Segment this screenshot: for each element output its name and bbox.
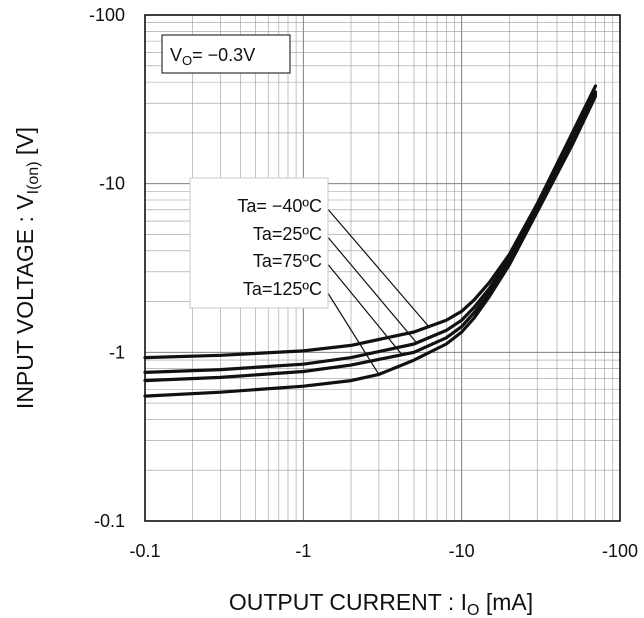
x-tick-labels: -0.1 -1 -10 -100 <box>129 541 638 561</box>
series-lines <box>143 84 598 398</box>
leader-line-3 <box>325 261 403 356</box>
legend-background <box>189 177 329 309</box>
legend-entry-2: Ta=25ºC <box>253 224 322 244</box>
x-tick-label: -10 <box>449 541 475 561</box>
x-axis-label: OUTPUT CURRENT : IO [mA] <box>229 589 533 618</box>
condition-label: VO= −0.3V <box>170 45 255 68</box>
series-line-2 <box>143 90 598 374</box>
legend-entry-1: Ta= −40ºC <box>237 196 322 216</box>
leader-line-2 <box>325 234 418 344</box>
y-tick-labels: -0.1 -1 -10 -100 <box>89 5 125 531</box>
x-tick-label: -1 <box>295 541 311 561</box>
y-tick-label: -10 <box>99 174 125 194</box>
legend-leader-lines <box>325 206 430 375</box>
y-tick-label: -0.1 <box>94 511 125 531</box>
x-tick-label: -100 <box>602 541 638 561</box>
plot-frame <box>144 14 621 522</box>
legend: Ta= −40ºC Ta=25ºC Ta=75ºC Ta=125ºC <box>189 177 329 309</box>
y-axis-label: INPUT VOLTAGE : VI(on) [V] <box>12 127 42 409</box>
y-tick-label: -1 <box>109 342 125 362</box>
condition-box: VO= −0.3V <box>161 34 291 74</box>
grid <box>144 15 620 522</box>
y-tick-label: -100 <box>89 5 125 25</box>
legend-entry-4: Ta=125ºC <box>243 279 322 299</box>
x-tick-label: -0.1 <box>129 541 160 561</box>
condition-frame <box>161 34 291 74</box>
leader-line-1 <box>325 206 430 328</box>
legend-entry-3: Ta=75ºC <box>253 251 322 271</box>
series-line-4 <box>143 94 598 398</box>
